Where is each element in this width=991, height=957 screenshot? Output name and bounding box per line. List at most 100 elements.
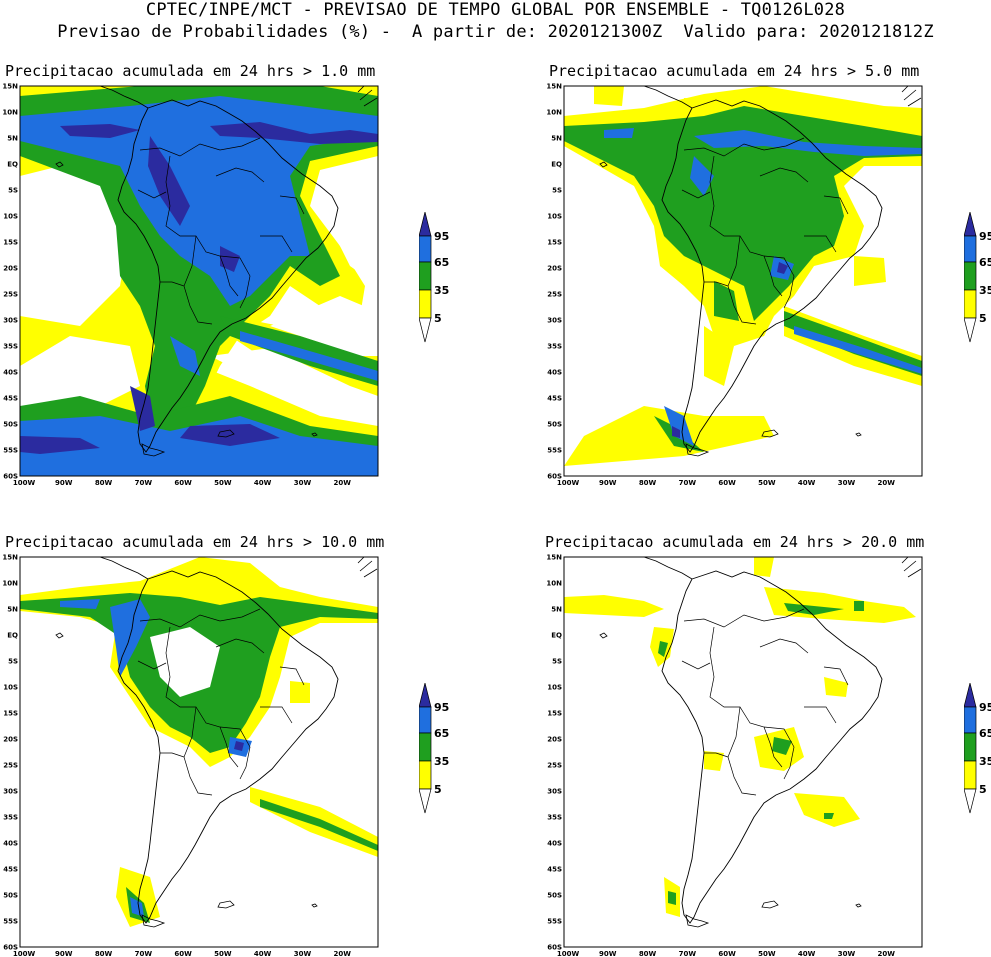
lat-tick-label: 40S: [547, 840, 562, 848]
lon-tick-label: 50W: [758, 479, 776, 487]
lon-tick-label: 30W: [294, 950, 312, 957]
lon-tick-label: 90W: [599, 479, 617, 487]
lat-tick-label: EQ: [7, 161, 18, 169]
lat-tick-label: 55S: [547, 918, 562, 926]
svg-text:5: 5: [979, 312, 987, 325]
lat-tick-label: 40S: [547, 369, 562, 377]
lat-tick-label: 5N: [7, 606, 18, 614]
lat-tick-label: 15N: [546, 554, 562, 562]
svg-text:35: 35: [979, 284, 991, 297]
lon-tick-label: 60W: [174, 479, 192, 487]
lat-tick-label: 30S: [547, 317, 562, 325]
lon-tick-label: 100W: [557, 479, 580, 487]
lat-tick-label: 30S: [3, 317, 18, 325]
lat-tick-label: 55S: [3, 447, 18, 455]
lat-tick-label: 30S: [547, 788, 562, 796]
lat-tick-label: 15N: [546, 83, 562, 91]
lon-tick-label: 60W: [174, 950, 192, 957]
lon-tick-label: 50W: [758, 950, 776, 957]
lon-tick-label: 70W: [679, 950, 697, 957]
lon-tick-label: 70W: [679, 479, 697, 487]
lat-tick-label: 15N: [2, 83, 18, 91]
lat-tick-label: 60S: [3, 944, 18, 952]
lat-tick-label: 50S: [547, 892, 562, 900]
lat-tick-label: 5S: [552, 658, 562, 666]
lat-tick-label: 5S: [552, 187, 562, 195]
lat-tick-label: 15S: [547, 710, 562, 718]
svg-text:5: 5: [434, 783, 442, 796]
map-panel-5mm: [563, 85, 923, 477]
lat-tick-label: EQ: [7, 632, 18, 640]
lon-tick-label: 30W: [838, 479, 856, 487]
lon-tick-label: 100W: [13, 950, 36, 957]
lat-tick-label: 25S: [547, 291, 562, 299]
lat-tick-label: 35S: [547, 814, 562, 822]
lat-tick-label: 10S: [547, 213, 562, 221]
svg-text:95: 95: [979, 701, 991, 714]
lat-tick-label: 40S: [3, 369, 18, 377]
lon-tick-label: 80W: [639, 479, 657, 487]
lon-tick-label: 60W: [718, 950, 736, 957]
lat-tick-label: 35S: [3, 814, 18, 822]
lat-tick-label: 10N: [2, 109, 18, 117]
lat-tick-label: 10S: [3, 213, 18, 221]
lon-tick-label: 80W: [95, 950, 113, 957]
map-panel-1mm: [19, 85, 379, 477]
lon-tick-label: 50W: [214, 479, 232, 487]
lat-tick-label: 45S: [547, 866, 562, 874]
panel-title-20mm: Precipitacao acumulada em 24 hrs > 20.0 …: [545, 533, 925, 551]
lon-tick-label: 80W: [95, 479, 113, 487]
lat-tick-label: 25S: [547, 762, 562, 770]
lat-tick-label: 20S: [547, 736, 562, 744]
lon-tick-label: 20W: [877, 479, 895, 487]
lat-tick-label: 5N: [551, 135, 562, 143]
lat-tick-label: 50S: [3, 421, 18, 429]
lat-tick-label: 5N: [551, 606, 562, 614]
lon-tick-label: 20W: [333, 479, 351, 487]
lat-tick-label: 25S: [3, 291, 18, 299]
main-subtitle: Previsao de Probabilidades (%) - A parti…: [57, 22, 934, 42]
lat-tick-label: 35S: [3, 343, 18, 351]
lat-tick-label: 10N: [2, 580, 18, 588]
lon-tick-label: 40W: [254, 950, 272, 957]
map-panel-10mm: [19, 556, 379, 948]
lat-tick-label: 60S: [3, 473, 18, 481]
lat-tick-label: 35S: [547, 343, 562, 351]
lon-tick-label: 60W: [718, 479, 736, 487]
lat-tick-label: 5S: [8, 658, 18, 666]
lon-tick-label: 50W: [214, 950, 232, 957]
lat-tick-label: EQ: [551, 632, 562, 640]
svg-text:95: 95: [434, 701, 449, 714]
lat-tick-label: 15S: [3, 239, 18, 247]
lat-tick-label: 20S: [3, 736, 18, 744]
lat-tick-label: 25S: [3, 762, 18, 770]
lat-tick-label: 40S: [3, 840, 18, 848]
lat-tick-label: 10S: [3, 684, 18, 692]
lat-tick-label: 10N: [546, 109, 562, 117]
panel-title-10mm: Precipitacao acumulada em 24 hrs > 10.0 …: [5, 533, 385, 551]
svg-text:65: 65: [434, 727, 449, 740]
lat-tick-label: 30S: [3, 788, 18, 796]
lat-tick-label: 45S: [3, 395, 18, 403]
lon-tick-label: 90W: [55, 479, 73, 487]
lon-tick-label: 100W: [13, 479, 36, 487]
legend-panel-5mm: 95 65 35 5: [964, 212, 991, 343]
lon-tick-label: 100W: [557, 950, 580, 957]
svg-text:65: 65: [979, 256, 991, 269]
lat-tick-label: 55S: [3, 918, 18, 926]
lat-tick-label: 15S: [547, 239, 562, 247]
svg-text:95: 95: [979, 230, 991, 243]
lat-tick-label: 45S: [547, 395, 562, 403]
lat-tick-label: EQ: [551, 161, 562, 169]
lat-tick-label: 20S: [3, 265, 18, 273]
lat-tick-label: 15S: [3, 710, 18, 718]
map-panel-20mm: [563, 556, 923, 948]
svg-text:35: 35: [434, 755, 449, 768]
lon-tick-label: 70W: [135, 479, 153, 487]
lon-tick-label: 80W: [639, 950, 657, 957]
panel-title-1mm: Precipitacao acumulada em 24 hrs > 1.0 m…: [5, 62, 376, 80]
lon-tick-label: 40W: [798, 479, 816, 487]
lat-tick-label: 60S: [547, 473, 562, 481]
lon-tick-label: 20W: [877, 950, 895, 957]
